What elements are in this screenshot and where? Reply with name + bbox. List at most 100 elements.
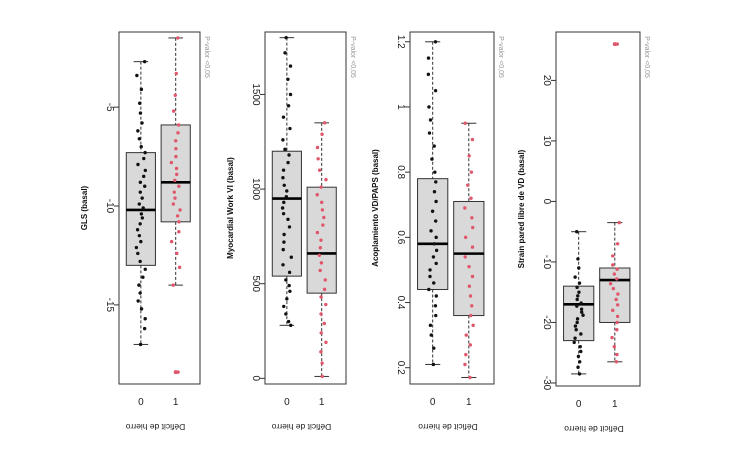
data-point [173,93,177,97]
data-point [433,219,438,223]
data-point [320,132,324,136]
data-point [434,199,438,204]
data-point [171,202,176,206]
data-point [142,174,146,179]
data-point [614,297,618,302]
data-point [434,235,438,240]
panel-3: 0.2 0.4 0.6 0.8 1 1.2 Acoplamiento VD/PAPS (ba… [371,31,504,432]
data-point [470,245,475,249]
data-point [136,299,140,303]
data-point [139,212,144,216]
data-point [428,323,433,328]
data-point [319,350,323,354]
data-point [174,146,178,151]
data-point [612,344,616,349]
x-tick-label: 1 [319,397,325,408]
data-point [463,206,467,210]
data-point [469,170,474,174]
data-point [284,278,288,282]
data-point [286,77,290,82]
data-point [464,333,468,337]
data-point [135,73,139,78]
data-point [469,196,473,200]
data-point [175,214,180,218]
data-point [615,303,620,307]
y-tick-label: 0.6 [395,230,406,244]
data-point [432,242,437,246]
data-point [171,283,175,287]
y-tick-label: -20 [541,315,552,330]
data-point [136,129,140,133]
data-point [138,342,143,347]
data-point [287,153,291,157]
data-point [285,189,289,193]
data-point [177,220,181,224]
data-point [318,246,323,250]
y-tick-label: -5 [104,103,115,112]
data-point [611,308,615,313]
data-point [470,274,475,279]
data-point [466,183,470,187]
data-point [572,340,576,345]
p-value-note: P-valor <0,05 [349,36,356,78]
data-point [433,40,438,44]
data-point [574,328,578,332]
data-point [284,35,288,40]
data-point [143,150,147,155]
data-point [320,361,324,365]
data-point [615,320,619,325]
y-tick-label: -30 [541,376,552,391]
data-point [177,184,181,188]
data-point [577,281,582,285]
data-point [433,170,437,174]
data-point [471,323,475,328]
data-point [575,320,579,325]
x-axis-label: Déficit de hierro [125,422,185,432]
data-point [577,266,581,270]
data-point [429,333,433,337]
data-point [573,275,577,279]
data-point [137,283,141,287]
data-point [143,267,147,272]
data-point [616,292,620,296]
data-point [319,312,323,316]
data-point [173,178,177,183]
data-point [319,185,323,189]
data-point [615,267,619,271]
data-point [614,360,619,364]
data-point [138,291,142,295]
data-point [579,332,583,336]
data-point [286,217,290,222]
data-point [433,304,438,308]
data-point [281,263,285,267]
data-point [178,208,182,212]
data-point [139,144,143,149]
box-group-0 [563,231,595,375]
data-point [615,328,619,332]
data-point [136,251,140,256]
data-point [576,354,581,359]
panel-2: 0 500 1000 1500 Myocardial Work VI (basal) P-… [226,31,356,432]
data-point [469,313,473,318]
panel-1: -5 -10 -15 GLS (basal) P-valor <0,05 0 1 Défici… [80,31,210,432]
data-point [577,372,582,376]
data-point [322,287,327,292]
data-point [176,36,180,40]
y-tick-label: -15 [104,298,115,313]
y-tick-label: 500 [250,275,261,292]
data-point [578,344,582,349]
data-point [321,223,325,227]
y-tick-label: 0 [250,376,261,382]
data-point [434,180,438,184]
data-point [426,56,431,60]
data-point [579,310,584,314]
data-point [281,115,286,119]
data-point [287,283,291,288]
y-tick-label: 1.2 [395,35,406,49]
y-tick-label: 0.8 [395,165,406,179]
x-tick-label: 0 [284,397,290,408]
data-point [617,220,621,225]
data-point [575,285,579,290]
data-point [282,232,286,237]
